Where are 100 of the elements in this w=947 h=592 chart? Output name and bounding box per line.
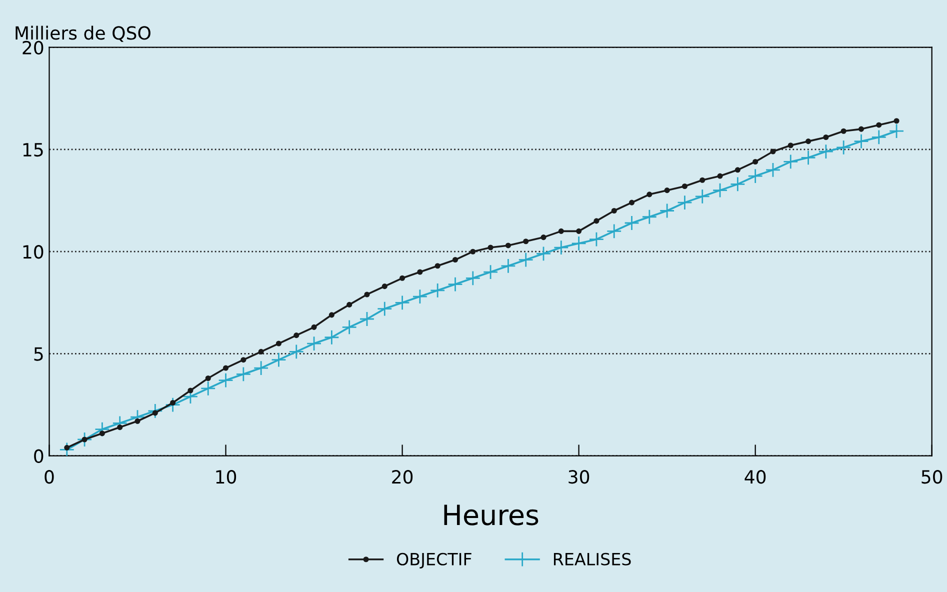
- point: [311, 324, 317, 330]
- point: [594, 218, 600, 224]
- point: [218, 372, 234, 388]
- point: [694, 188, 710, 204]
- point: [624, 215, 640, 231]
- point: [294, 332, 300, 338]
- y-tick-label: 0: [34, 449, 44, 463]
- point: [682, 183, 688, 190]
- point: [64, 444, 70, 450]
- point: [748, 168, 763, 184]
- point: [664, 188, 670, 194]
- point: [288, 344, 304, 360]
- legend-label: OBJECTIF: [396, 552, 472, 569]
- point: [505, 242, 511, 248]
- point: [324, 330, 340, 346]
- point: [840, 128, 846, 134]
- point: [571, 236, 586, 252]
- point: [611, 208, 617, 214]
- x-tick-label: 20: [392, 470, 413, 484]
- point: [452, 256, 458, 263]
- x-tick-label: 0: [44, 470, 54, 484]
- point: [276, 340, 282, 346]
- y-axis-title: Milliers de QSO: [16, 26, 150, 42]
- y-tick-label: 15: [23, 143, 43, 157]
- point: [400, 275, 406, 281]
- y-tick-label: 20: [22, 40, 44, 54]
- point: [818, 144, 834, 160]
- point: [646, 192, 652, 198]
- y-tick-label: 5: [34, 347, 43, 361]
- point: [364, 292, 370, 298]
- point: [328, 312, 334, 318]
- point: [188, 388, 194, 394]
- point: [700, 177, 706, 183]
- point: [488, 244, 494, 250]
- point: [99, 430, 105, 436]
- point: [806, 138, 812, 144]
- point: [430, 282, 446, 298]
- point: [800, 150, 816, 166]
- point: [523, 238, 529, 244]
- point: [59, 442, 75, 456]
- point: [222, 365, 229, 371]
- point: [540, 234, 546, 240]
- point: [117, 424, 123, 430]
- point: [894, 118, 900, 124]
- point: [470, 248, 476, 254]
- point: [858, 126, 864, 132]
- point: [253, 360, 269, 376]
- point: [376, 301, 392, 316]
- y-tick-label: 10: [23, 245, 44, 259]
- point: [134, 418, 140, 424]
- point: [628, 200, 635, 206]
- point: [271, 352, 286, 368]
- point: [417, 269, 423, 275]
- point: [482, 264, 498, 280]
- point: [359, 311, 375, 327]
- point: [752, 158, 758, 165]
- point: [240, 357, 246, 363]
- point: [342, 320, 357, 335]
- point: [558, 228, 564, 234]
- point: [854, 134, 869, 149]
- point: [576, 228, 582, 234]
- x-tick-label: 50: [922, 470, 942, 484]
- x-axis-title: Heures: [444, 504, 538, 526]
- point: [434, 263, 440, 269]
- point: [606, 224, 622, 239]
- point: [730, 176, 746, 192]
- point: [588, 232, 604, 247]
- point: [717, 173, 723, 179]
- point: [876, 122, 882, 128]
- point: [642, 209, 658, 225]
- point: [536, 246, 552, 262]
- point: [170, 400, 176, 406]
- point: [782, 154, 798, 170]
- point: [394, 295, 410, 310]
- point: [765, 162, 781, 178]
- point: [236, 366, 252, 382]
- point: [412, 288, 428, 304]
- point: [382, 284, 388, 290]
- point: [888, 123, 904, 139]
- x-tick-label: 10: [216, 470, 236, 484]
- point: [306, 336, 322, 352]
- point: [258, 348, 264, 354]
- x-tick-label: 40: [744, 470, 766, 484]
- point: [734, 167, 740, 173]
- point: [152, 410, 158, 416]
- point: [82, 436, 88, 442]
- point: [200, 380, 216, 396]
- point: [205, 375, 211, 382]
- point: [148, 403, 163, 419]
- point: [677, 194, 692, 210]
- point: [346, 302, 352, 308]
- point: [712, 182, 728, 198]
- x-tick-label: 30: [568, 470, 590, 484]
- point: [165, 397, 180, 412]
- point: [518, 252, 534, 268]
- point: [836, 140, 852, 156]
- point: [448, 276, 463, 292]
- point: [465, 270, 481, 286]
- point: [500, 258, 516, 274]
- point: [554, 240, 569, 256]
